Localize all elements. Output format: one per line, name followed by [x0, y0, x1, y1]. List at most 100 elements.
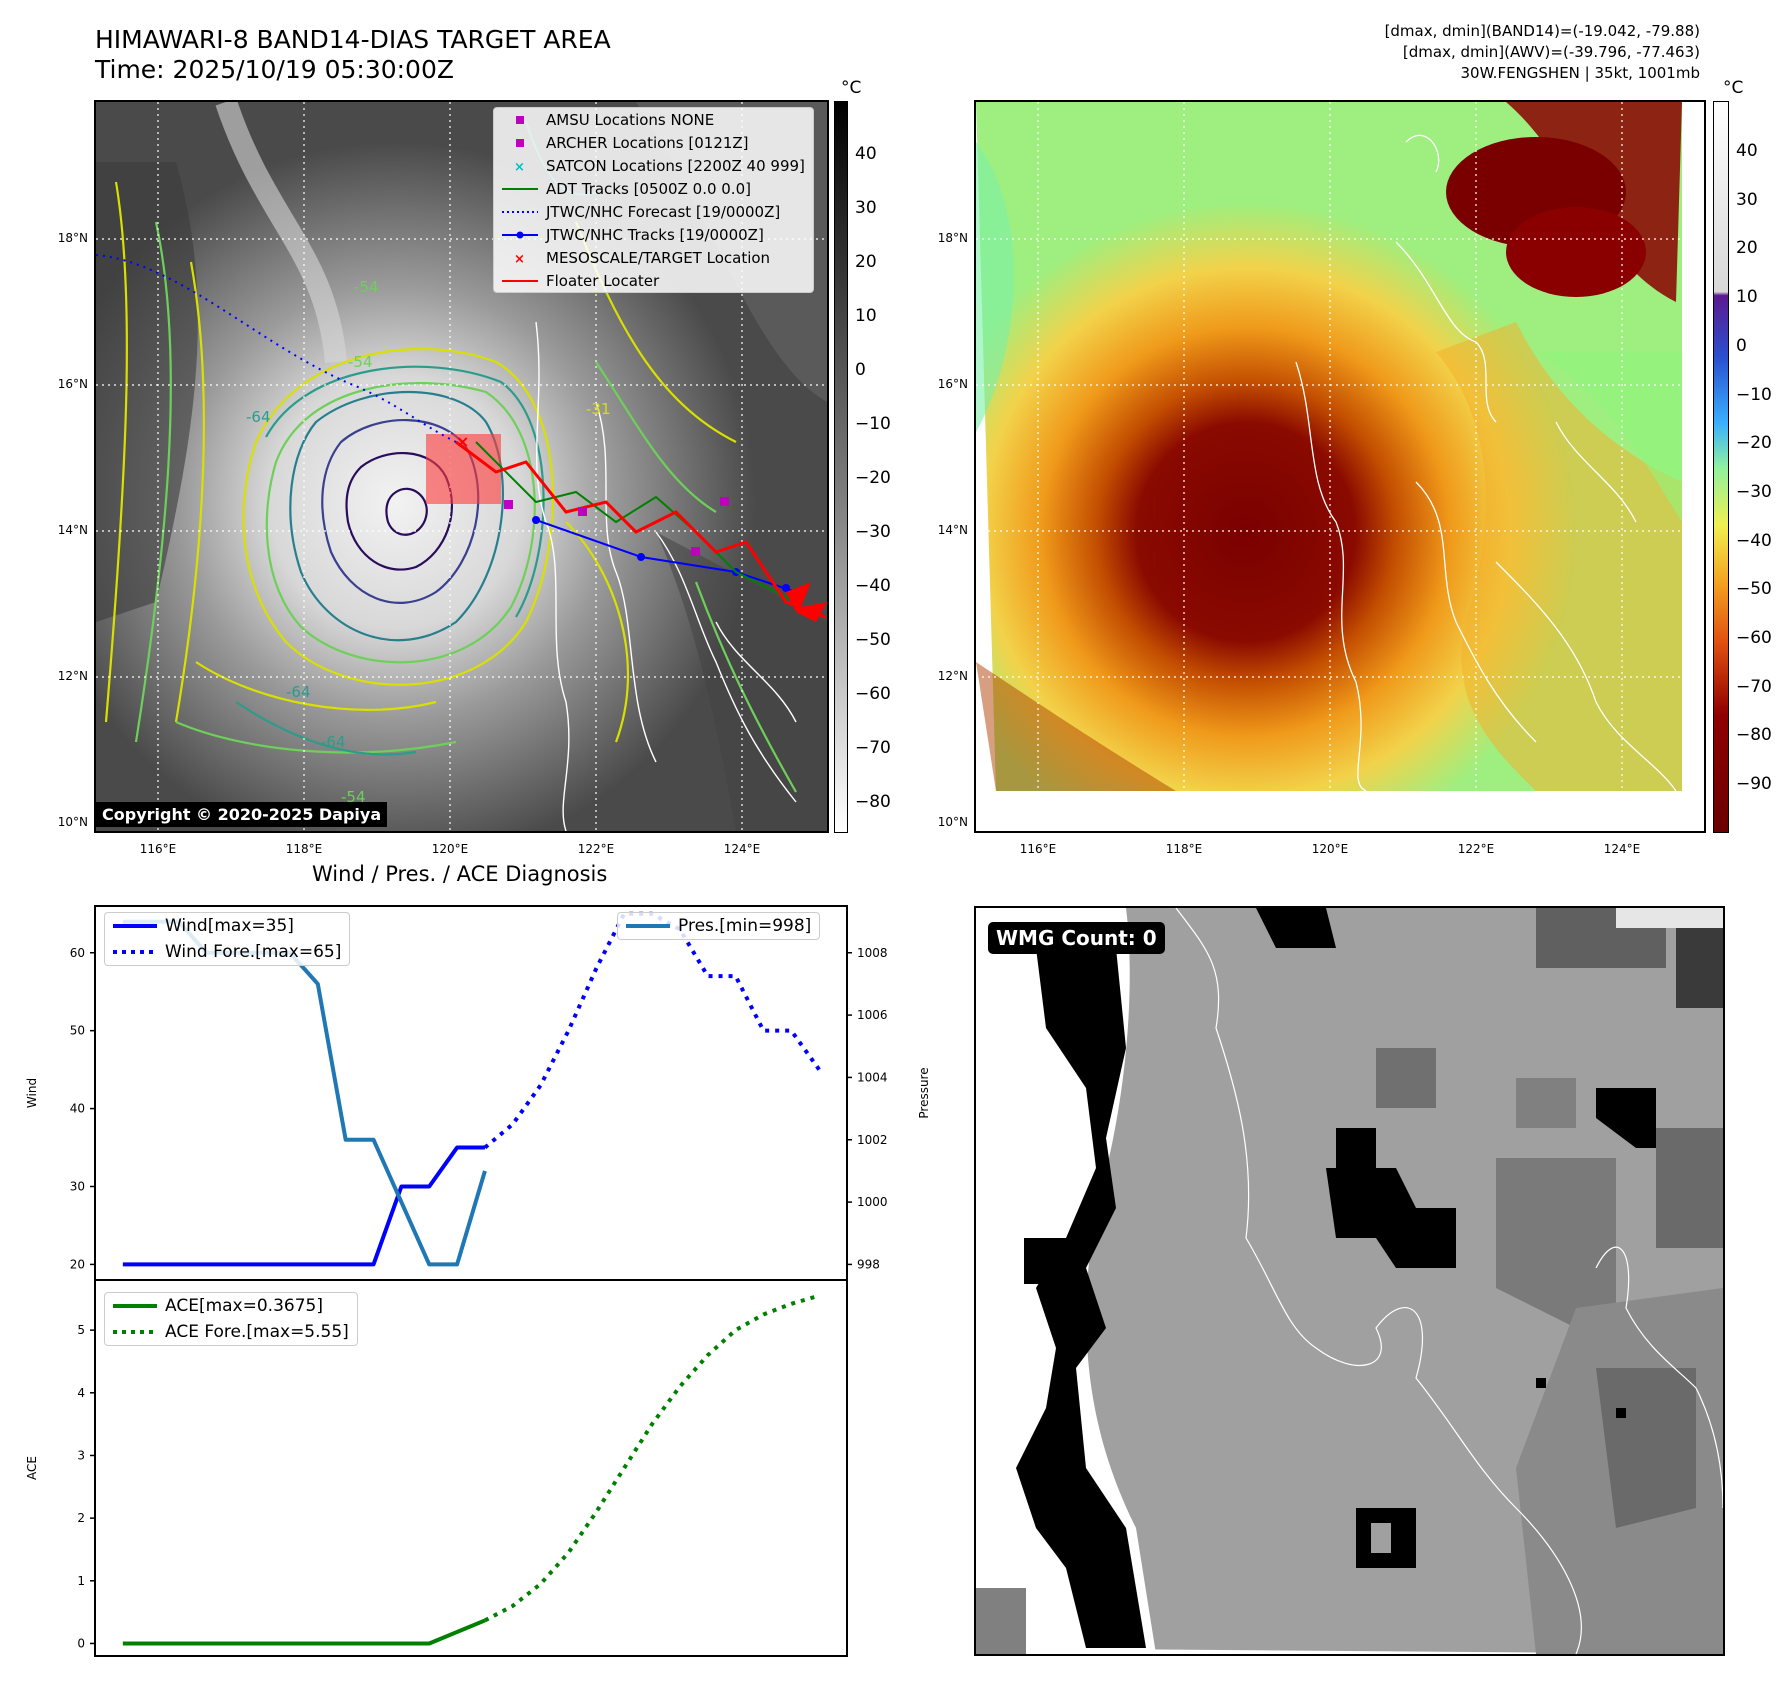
wmg-imagery — [976, 908, 1723, 1654]
left-colorbar-tick: 0 — [855, 360, 866, 380]
map-title: HIMAWARI-8 BAND14-DIAS TARGET AREA — [95, 25, 611, 54]
lat-tick-label: 16°N — [57, 377, 88, 391]
lon-tick-label: 120°E — [1311, 842, 1349, 856]
right-colorbar — [1713, 101, 1729, 833]
target-area-box — [426, 434, 501, 504]
lat-tick-label: 16°N — [937, 377, 968, 391]
left-colorbar-tick: 20 — [855, 252, 877, 272]
svg-text:-64: -64 — [286, 683, 311, 701]
legend-jtwc-forecast: JTWC/NHC Forecast [19/0000Z] — [502, 202, 781, 221]
awv-imagery — [976, 102, 1704, 831]
right-colorbar-tick: 0 — [1736, 335, 1747, 356]
jtwc-track-line — [535, 519, 797, 593]
legend-amsu: AMSU Locations NONE — [494, 108, 813, 131]
legend-satcon: × SATCON Locations [2200Z 40 999] — [514, 156, 805, 175]
lat-tick-label: 12°N — [937, 669, 968, 683]
left-colorbar-tick: −20 — [855, 468, 891, 488]
left-colorbar-unit: °C — [841, 78, 862, 98]
storm-id-line: 30W.FENGSHEN | 35kt, 1001mb — [1460, 64, 1700, 82]
pressure-legend: Pres.[min=998] — [617, 912, 821, 940]
lat-tick-label: 10°N — [937, 815, 968, 829]
legend-archer: ARCHER Locations [0121Z] — [494, 131, 813, 154]
series-line-1-0 — [122, 919, 487, 1267]
left-colorbar-tick: 40 — [855, 144, 877, 164]
legend-wind-forecast: Wind Fore.[max=65] — [113, 942, 342, 962]
y-tick-label: 0 — [77, 1636, 85, 1650]
left-colorbar-tick: −10 — [855, 414, 891, 434]
right-colorbar-tick: −60 — [1736, 628, 1772, 648]
y-tick-label: 1000 — [857, 1195, 888, 1209]
series-line-2-1 — [483, 1293, 820, 1623]
legend-pressure: Pres.[min=998] — [626, 916, 812, 936]
series-line-2-0 — [122, 1618, 486, 1646]
right-colorbar-tick: −10 — [1736, 384, 1772, 405]
y-tick-label: 3 — [77, 1448, 85, 1462]
left-colorbar-tick: 30 — [855, 198, 877, 218]
info-awv-range: [dmax, dmin](AWV)=(-39.796, -77.463) — [1402, 43, 1700, 61]
svg-text:×: × — [514, 160, 525, 173]
svg-text:-54: -54 — [354, 278, 379, 296]
lat-tick-label: 14°N — [937, 523, 968, 537]
svg-text:-64: -64 — [321, 733, 346, 751]
svg-text:-31: -31 — [586, 400, 611, 418]
lon-tick-label: 118°E — [285, 842, 323, 856]
lon-tick-label: 122°E — [1457, 842, 1495, 856]
left-colorbar-tick: −50 — [855, 630, 891, 650]
wmg-panel: WMG Count: 0 — [974, 906, 1725, 1656]
map-legend: AMSU Locations NONE ARCHER Locations [01… — [493, 107, 814, 293]
right-colorbar-tick: −20 — [1736, 433, 1772, 454]
wmg-count-badge: WMG Count: 0 — [988, 922, 1165, 954]
lon-tick-label: 118°E — [1165, 842, 1203, 856]
right-colorbar-tick: −80 — [1736, 725, 1772, 746]
lon-tick-label: 124°E — [1603, 842, 1641, 856]
lon-tick-label: 122°E — [577, 842, 615, 856]
ace-legend: ACE[max=0.3675] ACE Fore.[max=5.55] — [104, 1292, 358, 1346]
lon-tick-label: 124°E — [723, 842, 761, 856]
y-tick-label: 50 — [70, 1024, 85, 1038]
y-tick-label: 1 — [77, 1574, 85, 1588]
info-band14-range: [dmax, dmin](BAND14)=(-19.042, -79.88) — [1384, 22, 1700, 40]
left-colorbar-tick: −40 — [855, 576, 891, 596]
y-tick-label: 998 — [857, 1257, 880, 1271]
lon-tick-label: 120°E — [431, 842, 469, 856]
right-colorbar-tick: 40 — [1736, 141, 1758, 161]
svg-text:×: × — [514, 252, 525, 265]
right-colorbar-tick: −50 — [1736, 579, 1772, 600]
lon-tick-label: 116°E — [139, 842, 177, 856]
left-colorbar-tick: −70 — [855, 738, 891, 758]
y-tick-label: 1006 — [857, 1008, 888, 1022]
y-tick-label: 60 — [70, 946, 85, 960]
y-tick-label: 4 — [77, 1386, 85, 1400]
y-tick-label: 1004 — [857, 1070, 888, 1084]
right-colorbar-tick: −70 — [1736, 676, 1772, 697]
y-axis-label: ACE — [25, 1456, 39, 1480]
svg-text:-64: -64 — [246, 408, 271, 426]
floater-track-line — [455, 440, 827, 619]
mesoscale-marker: × — [456, 432, 469, 451]
awv-map-panel — [974, 100, 1706, 833]
legend-adt: ADT Tracks [0500Z 0.0 0.0] — [502, 179, 751, 198]
y-axis-label: Wind — [25, 1078, 39, 1108]
right-colorbar-tick: 20 — [1736, 238, 1758, 259]
lon-tick-label: 116°E — [1019, 842, 1057, 856]
wind-legend: Wind[max=35] Wind Fore.[max=65] — [104, 912, 351, 966]
y-tick-label: 1002 — [857, 1133, 888, 1147]
right-colorbar-tick: 30 — [1736, 189, 1758, 210]
ir-map-panel: × -54 -54 -64 -31 -64 -54 -64 AMSU Locat… — [94, 100, 829, 833]
copyright-notice: Copyright © 2020-2025 Dapiya — [96, 802, 388, 827]
left-colorbar — [834, 101, 848, 833]
legend-floater: Floater Locater — [502, 271, 660, 290]
lat-tick-label: 10°N — [57, 815, 88, 829]
lat-tick-label: 18°N — [937, 231, 968, 245]
right-colorbar-tick: −30 — [1736, 481, 1772, 502]
ace-axes-frame — [94, 1279, 848, 1657]
left-colorbar-tick: −30 — [855, 522, 891, 542]
diagnosis-title: Wind / Pres. / ACE Diagnosis — [312, 862, 608, 886]
legend-ace-forecast: ACE Fore.[max=5.55] — [113, 1322, 349, 1342]
svg-text:-54: -54 — [348, 353, 373, 371]
lat-tick-label: 18°N — [57, 231, 88, 245]
map-time: Time: 2025/10/19 05:30:00Z — [95, 55, 454, 84]
lat-tick-label: 14°N — [57, 523, 88, 537]
y-tick-label: 1008 — [857, 946, 888, 960]
left-colorbar-tick: 10 — [855, 306, 877, 326]
